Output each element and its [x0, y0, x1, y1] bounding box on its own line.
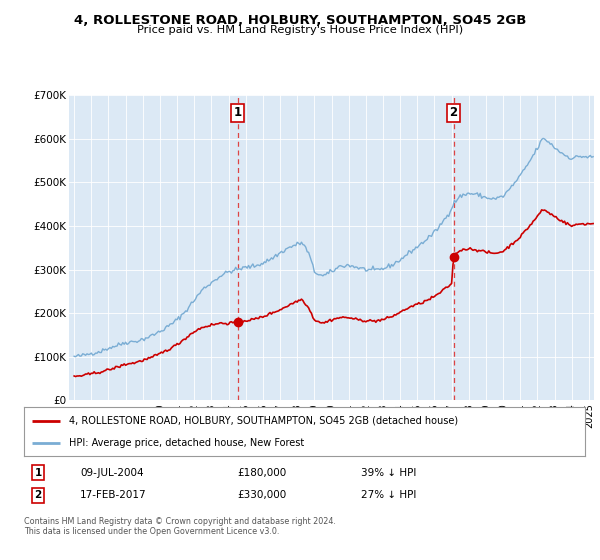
Text: 39% ↓ HPI: 39% ↓ HPI [361, 468, 416, 478]
Text: Price paid vs. HM Land Registry's House Price Index (HPI): Price paid vs. HM Land Registry's House … [137, 25, 463, 35]
Text: Contains HM Land Registry data © Crown copyright and database right 2024.
This d: Contains HM Land Registry data © Crown c… [24, 516, 336, 536]
Text: 27% ↓ HPI: 27% ↓ HPI [361, 491, 416, 501]
Text: 17-FEB-2017: 17-FEB-2017 [80, 491, 147, 501]
Text: 4, ROLLESTONE ROAD, HOLBURY, SOUTHAMPTON, SO45 2GB: 4, ROLLESTONE ROAD, HOLBURY, SOUTHAMPTON… [74, 14, 526, 27]
Text: £330,000: £330,000 [237, 491, 286, 501]
Text: 1: 1 [34, 468, 41, 478]
Text: HPI: Average price, detached house, New Forest: HPI: Average price, detached house, New … [69, 437, 304, 447]
Text: 09-JUL-2004: 09-JUL-2004 [80, 468, 144, 478]
Text: 2: 2 [449, 106, 458, 119]
Text: 1: 1 [233, 106, 242, 119]
Text: 2: 2 [34, 491, 41, 501]
Text: 4, ROLLESTONE ROAD, HOLBURY, SOUTHAMPTON, SO45 2GB (detached house): 4, ROLLESTONE ROAD, HOLBURY, SOUTHAMPTON… [69, 416, 458, 426]
Text: £180,000: £180,000 [237, 468, 286, 478]
